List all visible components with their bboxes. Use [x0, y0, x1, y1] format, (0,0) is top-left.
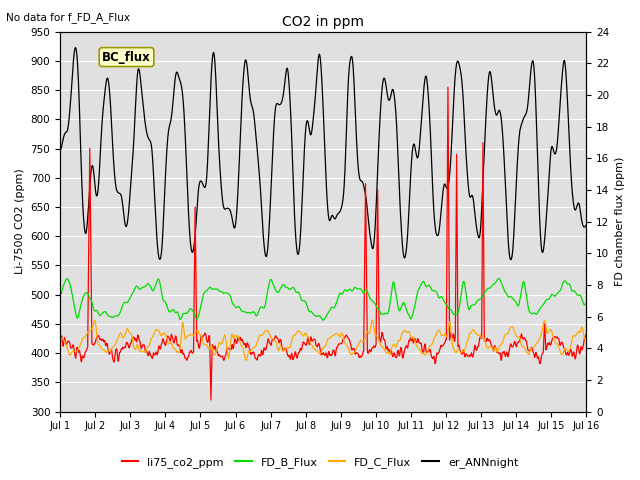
Title: CO2 in ppm: CO2 in ppm [282, 15, 364, 29]
Text: No data for f_FD_A_Flux: No data for f_FD_A_Flux [6, 12, 131, 23]
Legend: li75_co2_ppm, FD_B_Flux, FD_C_Flux, er_ANNnight: li75_co2_ppm, FD_B_Flux, FD_C_Flux, er_A… [117, 452, 523, 472]
Y-axis label: FD chamber flux (ppm): FD chamber flux (ppm) [615, 157, 625, 286]
Text: BC_flux: BC_flux [102, 50, 151, 63]
Y-axis label: Li-7500 CO2 (ppm): Li-7500 CO2 (ppm) [15, 169, 25, 275]
